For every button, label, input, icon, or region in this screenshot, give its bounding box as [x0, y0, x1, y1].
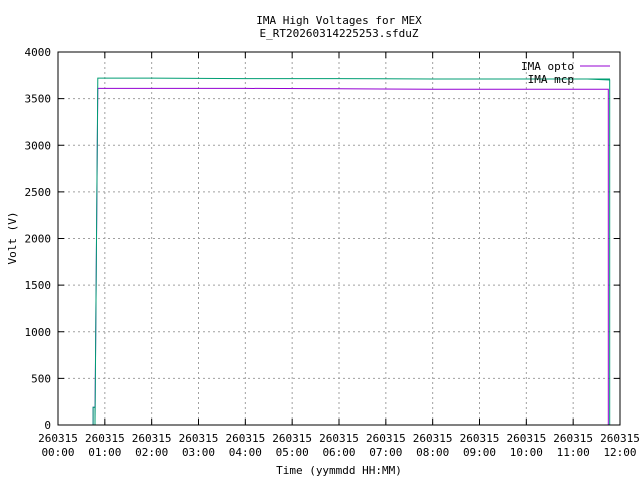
plot-frame [57, 51, 621, 426]
y-tick-label: 3000 [25, 139, 52, 152]
x-tick-date-label: 260315 [38, 432, 78, 445]
x-tick-time-label: 08:00 [416, 446, 449, 459]
x-tick-date-label: 260315 [506, 432, 546, 445]
x-tick-time-label: 07:00 [369, 446, 402, 459]
y-tick-label: 2500 [25, 186, 52, 199]
x-tick-date-label: 260315 [460, 432, 500, 445]
x-tick-date-label: 260315 [319, 432, 359, 445]
tick-labels: 0500100015002000250030003500400026031500… [25, 46, 640, 459]
x-tick-date-label: 260315 [553, 432, 593, 445]
axis-ticks [57, 51, 621, 426]
y-tick-label: 0 [44, 419, 51, 432]
chart-subtitle: E_RT20260314225253.sfduZ [260, 27, 419, 40]
x-tick-time-label: 04:00 [229, 446, 262, 459]
x-tick-date-label: 260315 [366, 432, 406, 445]
x-tick-time-label: 10:00 [510, 446, 543, 459]
x-tick-date-label: 260315 [272, 432, 312, 445]
x-tick-time-label: 09:00 [463, 446, 496, 459]
x-tick-date-label: 260315 [179, 432, 219, 445]
x-tick-date-label: 260315 [85, 432, 125, 445]
chart-title: IMA High Voltages for MEX [256, 14, 422, 27]
y-tick-label: 3500 [25, 93, 52, 106]
x-tick-time-label: 06:00 [322, 446, 355, 459]
x-tick-date-label: 260315 [413, 432, 453, 445]
y-axis-label: Volt (V) [6, 212, 19, 265]
x-axis-label: Time (yymmdd HH:MM) [276, 464, 402, 477]
x-tick-time-label: 05:00 [276, 446, 309, 459]
y-tick-label: 500 [31, 372, 51, 385]
x-tick-date-label: 260315 [225, 432, 265, 445]
y-tick-label: 1000 [25, 326, 52, 339]
legend-label-1: IMA opto [521, 60, 574, 73]
grid [58, 52, 620, 425]
y-tick-label: 4000 [25, 46, 52, 59]
x-tick-time-label: 01:00 [88, 446, 121, 459]
legend-label-2: IMA mcp [528, 73, 574, 86]
x-tick-date-label: 260315 [132, 432, 172, 445]
x-tick-time-label: 03:00 [182, 446, 215, 459]
y-tick-label: 1500 [25, 279, 52, 292]
x-tick-time-label: 00:00 [41, 446, 74, 459]
x-tick-time-label: 11:00 [557, 446, 590, 459]
y-tick-label: 2000 [25, 233, 52, 246]
x-tick-date-label: 260315 [600, 432, 640, 445]
x-tick-time-label: 12:00 [603, 446, 636, 459]
x-tick-time-label: 02:00 [135, 446, 168, 459]
